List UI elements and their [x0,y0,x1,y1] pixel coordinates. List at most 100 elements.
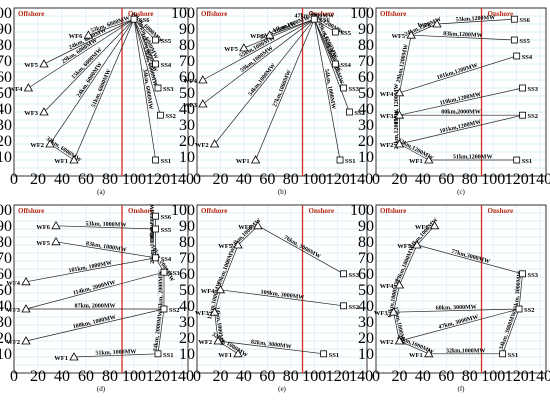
cable-wf3-ss6 [202,18,315,105]
substation-label: SS1 [163,352,173,359]
substation-marker [152,60,160,68]
y-tick-label: 40 [358,298,374,315]
x-tick-label: 100 [122,368,146,385]
y-tick-label: 20 [0,330,12,347]
x-tick-label: 0 [193,171,201,188]
offshore-label: Offshore [201,10,227,18]
wind-farm-marker [239,43,249,52]
y-tick-label: 50 [179,85,195,102]
wind-farm-label: WF6 [69,33,83,40]
wind-farm-marker [209,139,220,148]
substation-marker [340,302,347,310]
wind-farm-label: WF4 [380,283,394,290]
x-tick-label: 0 [193,368,201,385]
panel-caption: (f) [458,385,466,393]
y-tick-label: 70 [358,53,374,70]
y-tick-label: 30 [0,314,12,331]
onshore-label: Onshore [309,207,335,215]
x-tick-label: 140 [349,171,373,188]
y-tick-label: 30 [0,117,12,134]
wind-farm-label: WF4 [380,91,394,98]
y-tick-label: 100 [171,5,195,22]
wind-farm-marker [23,83,34,92]
substation-label: SS5 [161,227,172,234]
y-tick-label: 60 [0,69,12,86]
cable-wf2-ss1 [218,340,324,355]
x-tick-label: 80 [283,171,299,188]
substation-label: SS6 [319,17,330,24]
x-tick-label: 100 [302,171,326,188]
panel-caption: (b) [278,188,287,196]
wind-farm-marker [213,336,223,345]
substation-label: SS4 [161,256,172,263]
cable-wf3-ss3 [399,87,523,116]
wind-farm-marker [424,348,434,358]
onshore-label: Onshore [488,10,514,18]
cable-wf6-ss3 [257,225,344,275]
wind-farm-marker [265,30,275,39]
cable-label: 114km, 2000MW [72,280,116,297]
x-tick-label: 40 [236,368,252,385]
x-tick-label: 120 [326,171,350,188]
cable-wf6-ss6 [88,18,135,36]
cable-wf4-ss2 [220,289,344,307]
substation-marker [346,108,353,116]
substation-label: SS2 [169,307,179,314]
cable-wf3-wf2 [393,312,400,342]
wind-farm-marker [424,155,434,164]
substation-marker [160,268,168,276]
x-tick-label: 100 [481,171,505,188]
cable-wf5-ss3 [416,244,523,275]
y-tick-label: 90 [0,218,12,235]
cable-wf4-ss6 [202,18,315,81]
wind-farm-marker [432,19,442,28]
wind-farm-marker [233,240,243,249]
wind-farm-label: WF6 [415,224,429,231]
cable-ss3-ss2 [518,273,523,310]
y-tick-label: 90 [358,21,374,38]
y-tick-label: 90 [179,218,195,235]
onshore-label: Onshore [309,10,335,18]
y-tick-label: 10 [358,346,374,363]
x-tick-label: 40 [415,171,431,188]
cable-label: 24km,1200MW [394,110,400,150]
wind-farm-marker [250,155,261,164]
plot-frame [13,7,189,177]
substation-label: SS5 [519,38,530,45]
wind-farm-label: WF3 [183,102,197,109]
substation-label: SS2 [354,110,364,117]
cable-wf3-ss6 [43,18,135,113]
cable-ss1-ss6 [313,19,341,161]
x-tick-label: 120 [146,171,170,188]
cable-wf5-ss4 [55,241,156,259]
wind-farm-marker [429,220,440,230]
gridlines [197,205,367,373]
y-tick-label: 30 [179,117,195,134]
y-tick-label: 50 [0,85,12,102]
substation-label: SS1 [345,158,355,165]
y-tick-label: 60 [179,69,195,86]
onshore-label: Onshore [128,207,154,215]
wind-farm-label: WF6 [36,224,50,231]
x-tick-label: 0 [10,368,18,385]
cable-wf4-ss4 [399,55,517,94]
x-tick-label: 60 [259,368,275,385]
substation-marker [152,156,160,164]
y-tick-label: 30 [358,117,374,134]
cable-label: 24km,1000MW [213,306,224,346]
substation-label: SS5 [161,38,172,45]
substation-marker [154,84,162,92]
y-tick-label: 30 [358,314,374,331]
x-tick-label: 100 [302,368,326,385]
cable-wf6-ss5 [55,225,156,230]
x-tick-label: 80 [102,171,118,188]
x-tick-label: 40 [236,171,252,188]
wind-farm-marker [83,30,94,39]
cable-label: 27km,1000MW [272,69,293,108]
substation-marker [154,350,162,358]
cable-wf2-ss2 [399,114,523,145]
wind-farm-marker [253,220,263,230]
cable-wf5-wf4 [399,244,418,286]
